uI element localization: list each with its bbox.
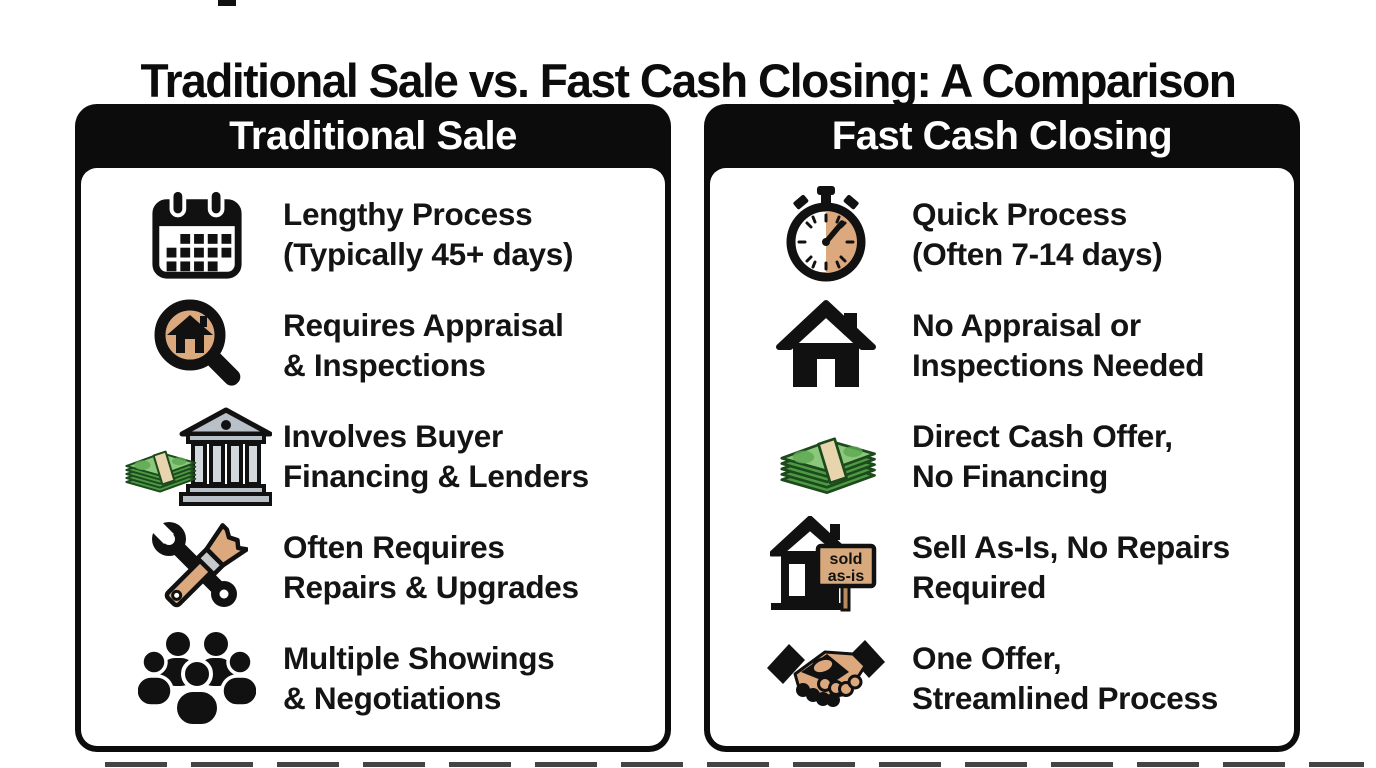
row-label: One Offer, Streamlined Process	[912, 640, 1218, 717]
svg-text:sold: sold	[830, 551, 863, 568]
row-label: Involves Buyer Financing & Lenders	[283, 418, 589, 494]
financing-bank-icon	[125, 407, 272, 506]
list-item: Involves Buyer Financing & Lenders	[111, 400, 657, 511]
list-item: One Offer, Streamlined Process	[740, 623, 1286, 734]
fast-cash-closing-card: Fast Cash Closing	[704, 104, 1300, 752]
house-icon	[776, 299, 876, 387]
top-crop-mark	[218, 0, 236, 6]
list-item: Quick Process (Often 7-14 days)	[740, 178, 1286, 289]
repairs-tools-icon	[147, 517, 248, 608]
list-item: Often Requires Repairs & Upgrades	[111, 512, 657, 623]
svg-text:as-is: as-is	[828, 568, 865, 585]
row-label: No Appraisal or Inspections Needed	[912, 306, 1205, 383]
list-item: No Appraisal or Inspections Needed	[740, 289, 1286, 400]
row-label: Quick Process (Often 7-14 days)	[912, 195, 1163, 272]
fast-cash-closing-header: Fast Cash Closing	[831, 113, 1173, 158]
traditional-sale-card: Traditional Sale	[75, 104, 671, 752]
stopwatch-icon	[786, 185, 866, 282]
house-sold-as-is-icon: sold as-is	[770, 516, 877, 612]
row-label: Lengthy Process (Typically 45+ days)	[283, 195, 574, 272]
calendar-icon	[152, 187, 242, 279]
page-title: Traditional Sale vs. Fast Cash Closing: …	[140, 54, 1237, 108]
row-label: Sell As-Is, No Repairs Required	[912, 529, 1230, 606]
list-item: Requires Appraisal & Inspections	[111, 289, 657, 400]
traditional-sale-header: Traditional Sale	[229, 113, 517, 158]
row-label: Direct Cash Offer, No Financing	[912, 418, 1173, 494]
bottom-crop-line	[105, 762, 1364, 767]
list-item: Lengthy Process (Typically 45+ days)	[111, 178, 657, 289]
list-item: sold as-is Sell As-Is, No Repairs Requir…	[740, 512, 1286, 623]
appraisal-magnifier-icon	[154, 299, 241, 386]
people-crowd-icon	[138, 632, 256, 727]
list-item: Multiple Showings & Negotiations	[111, 623, 657, 734]
comparison-cards: Traditional Sale	[75, 104, 1300, 752]
list-item: Direct Cash Offer, No Financing	[740, 400, 1286, 511]
handshake-icon	[767, 640, 885, 708]
traditional-sale-body: Lengthy Process (Typically 45+ days)	[81, 168, 665, 746]
fast-cash-closing-body: Quick Process (Often 7-14 days) No Appra…	[710, 168, 1294, 746]
cash-stack-icon	[780, 437, 876, 495]
row-label: Multiple Showings & Negotiations	[283, 640, 555, 717]
row-label: Often Requires Repairs & Upgrades	[283, 529, 579, 606]
row-label: Requires Appraisal & Inspections	[283, 306, 564, 383]
